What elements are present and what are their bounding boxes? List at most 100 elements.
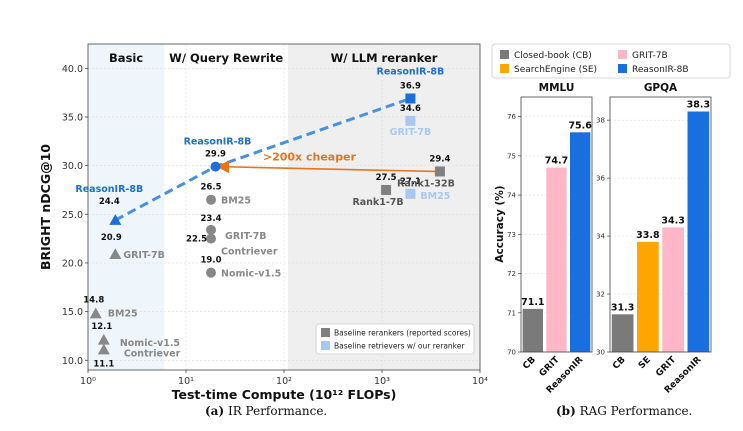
caption-right: (b) RAG Performance. [556,404,692,418]
y-axis-label: BRIGHT nDCG@10 [38,144,53,270]
panel-0-ytick-label-5: 75 [507,152,516,160]
point-value-14: 29.4 [429,154,450,164]
ytick-label-6: 40.0 [62,64,83,75]
point-value-8: 22.5 [186,235,207,245]
panel-1-ytick-label-0: 30 [596,349,605,357]
ytick-label-3: 25.0 [62,210,83,221]
panel-1-ytick-label-2: 34 [596,233,605,241]
panel-1-ytick-label-3: 36 [596,175,605,183]
point-0 [109,214,122,225]
point-8 [206,233,217,244]
point-12 [405,188,416,199]
legend-b-swatch-2 [500,64,509,73]
panel-title-1: GPQA [644,82,678,94]
caption-right-text: RAG Performance. [579,404,693,418]
panel-1-ytick-label-4: 38 [596,117,605,125]
region-label-2: W/ LLM reranker [331,51,438,65]
legend-b-swatch-3 [618,64,627,73]
x-axis-label: Test-time Compute (10¹² FLOPs) [172,387,397,402]
panel-0-ytick-label-2: 72 [507,270,516,278]
caption-left: (a) IR Performance. [205,404,327,418]
point-14 [434,166,445,177]
point-1 [109,248,122,259]
xtick-label-3: 10³ [374,376,390,387]
point-6 [206,194,217,205]
point-2 [89,307,102,319]
panel-0-category-0: CB [521,355,538,372]
panel-1-ytick-label-1: 32 [596,291,605,299]
caption-left-text: IR Performance. [227,404,328,418]
legend-b-swatch-1 [618,50,627,59]
point-name-9: Nomic-v1.5 [221,269,281,280]
point-name-7: GRIT-7B [225,231,267,242]
point-value-0: 24.4 [99,197,120,207]
panel-title-0: MMLU [539,82,575,94]
region-label-1: W/ Query Rewrite [169,51,283,65]
point-value-11: 34.6 [400,104,421,114]
point-value-3: 12.1 [91,322,112,332]
xtick-label-0: 10⁰ [80,376,96,387]
point-name-12: BM25 [420,191,450,202]
point-name-11: GRIT-7B [390,127,432,138]
point-9 [206,267,217,278]
panel-1-bar-2 [662,227,684,352]
legend-b-label-2: SearchEngine (SE) [514,65,597,75]
point-value-13: 27.5 [376,173,397,183]
ytick-label-1: 15.0 [62,307,83,318]
panel-0-ytick-label-6: 76 [507,113,516,121]
point-name-2: BM25 [108,309,138,320]
point-name-6: BM25 [221,196,251,207]
region-1 [164,44,289,370]
panel-0-bar-0 [522,308,544,352]
panel-0-ytick-label-3: 73 [507,231,516,239]
point-5 [210,161,221,172]
caption-left-tag: (a) [205,404,225,418]
legend-b-box [491,43,731,79]
panel-1-bar-value-3: 38.3 [687,99,710,110]
point-11 [405,115,416,126]
panel-1-frame [609,96,712,353]
point-value-5: 29.9 [205,150,226,160]
panel-0-ytick-label-0: 70 [507,349,516,357]
point-name-14: Rank1-32B [397,178,455,189]
ytick-label-5: 35.0 [62,112,83,123]
legend-b-label-1: GRIT-7B [632,51,668,61]
panel-1-bar-0 [611,314,634,352]
legend-b-label-3: ReasonIR-8B [632,65,689,75]
point-7 [206,224,217,235]
point-4 [97,343,110,355]
point-value-7: 23.4 [201,214,222,224]
region-0 [88,44,165,370]
legend-a-label-0: Baseline rerankers (reported scores) [334,329,471,338]
point-3 [97,333,110,345]
panel-0-bar-value-0: 71.1 [521,297,544,308]
caption-right-tag: (b) [556,404,576,418]
annotation-label: >200x cheaper [263,151,357,164]
legend-b-swatch-0 [500,50,509,59]
ytick-label-0: 10.0 [62,356,83,367]
annotation-arrow [216,160,436,174]
point-value-10: 36.9 [400,81,421,91]
legend-a-swatch-1 [321,341,330,350]
panel-0-bar-value-1: 74.7 [545,156,568,167]
point-value-2: 14.8 [83,296,104,306]
panel-1-category-1: SE [637,355,653,371]
panel-1-bar-3 [687,111,710,352]
legend-b-label-0: Closed-book (CB) [514,51,592,61]
point-name-0: ReasonIR-8B [75,184,143,195]
legend-a-box [315,323,475,355]
legend-a-label-1: Baseline retrievers w/ our reranker [334,342,465,351]
point-value-9: 19.0 [201,256,222,266]
point-value-1: 20.9 [101,233,122,243]
panel-1-bar-value-1: 33.8 [636,230,660,241]
xtick-label-4: 10⁴ [472,376,488,387]
panel-0-bar-2 [569,132,591,352]
panel-1-bar-value-2: 34.3 [661,215,684,226]
panel-0-bar-value-2: 75.6 [568,120,592,131]
b-y-axis-label: Accuracy (%) [494,185,506,262]
region-2 [288,44,480,370]
point-value-4: 11.1 [93,360,114,370]
point-13 [381,184,392,195]
panel-1-category-0: CB [611,355,628,372]
